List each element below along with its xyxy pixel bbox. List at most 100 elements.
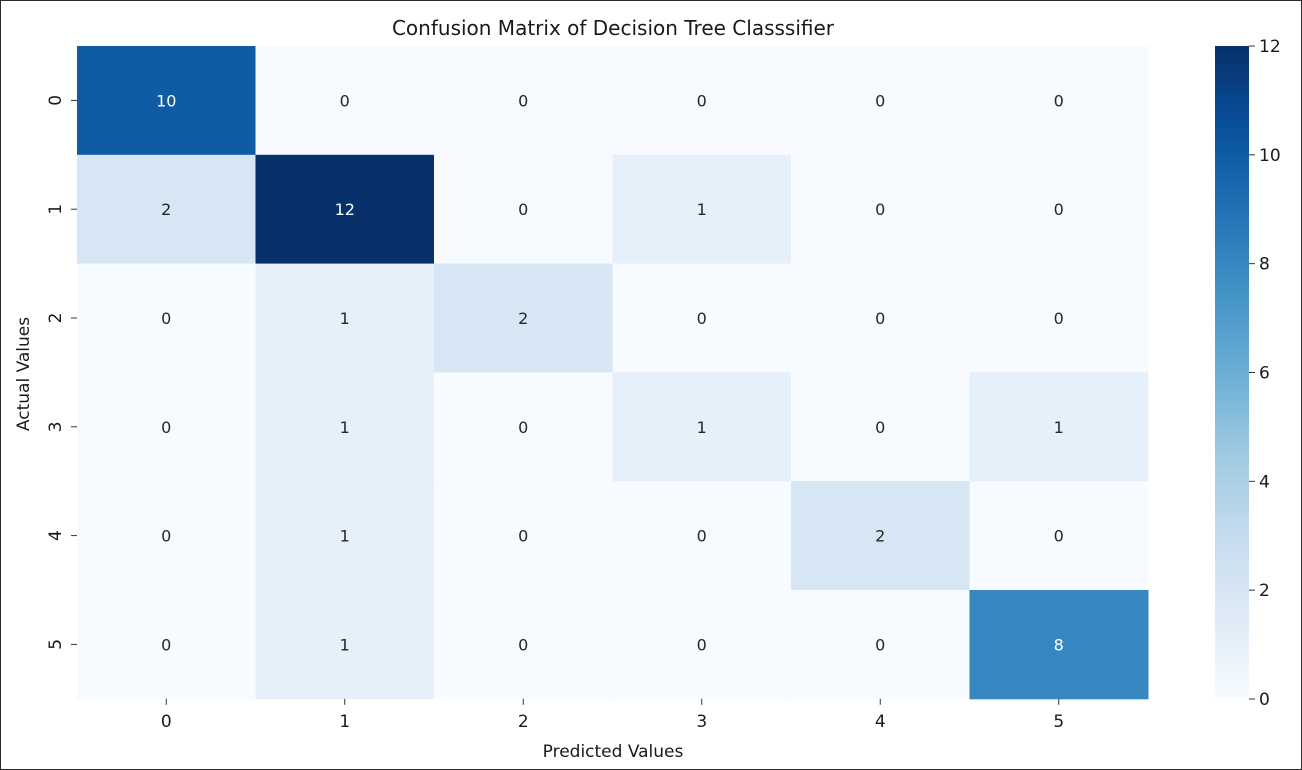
y-tick-label: 1: [46, 204, 66, 215]
heatmap-cell: [791, 46, 970, 156]
colorbar-tick-label: 12: [1259, 37, 1281, 57]
heatmap-cell: [612, 263, 792, 373]
y-axis-label: Actual Values: [14, 317, 34, 431]
cell-value-label: 1: [340, 309, 350, 328]
cell-value-label: 1: [340, 635, 350, 654]
y-tick-label: 4: [46, 530, 66, 541]
colorbar-tick-label: 2: [1259, 581, 1270, 601]
heatmap-cell: [791, 481, 970, 591]
colorbar-gradient: [1215, 46, 1249, 699]
cell-value-label: 0: [875, 418, 885, 437]
cell-value-label: 0: [1054, 527, 1064, 546]
heatmap-cell: [791, 263, 970, 373]
colorbar-tick-label: 10: [1259, 146, 1281, 166]
heatmap-cell: [434, 263, 613, 373]
colorbar-tick-label: 4: [1259, 472, 1270, 492]
x-axis: 0 1 2 3 4 5: [161, 698, 1064, 732]
colorbar-tick-label: 6: [1259, 364, 1270, 384]
heatmap-cell: [255, 154, 435, 265]
heatmap-cell: [612, 46, 792, 156]
cell-value-label: 0: [518, 635, 528, 654]
heatmap-cell: [612, 481, 792, 591]
heatmap-cell: [77, 46, 256, 156]
y-tick-label: 5: [46, 639, 66, 650]
heatmap-cell: [969, 372, 1149, 482]
heatmap-cell: [77, 372, 256, 482]
cell-value-label: 0: [875, 309, 885, 328]
cell-value-label: 1: [340, 527, 350, 546]
heatmap-cell: [969, 46, 1149, 156]
heatmap-cell: [969, 590, 1149, 700]
heatmap-cell: [969, 154, 1149, 265]
heatmap-cell: [255, 590, 435, 700]
heatmap-cell: [612, 590, 792, 700]
cell-value-label: 0: [697, 309, 707, 328]
cell-value-label: 0: [1054, 200, 1064, 219]
heatmap-cell: [255, 481, 435, 591]
heatmap-cell: [255, 372, 435, 482]
colorbar-tick-label: 8: [1259, 255, 1270, 275]
heatmap-cell: [255, 46, 435, 156]
colorbar-tick-label: 0: [1259, 690, 1270, 710]
cell-value-label: 0: [1054, 309, 1064, 328]
cell-value-label: 0: [697, 635, 707, 654]
cell-value-label: 1: [697, 418, 707, 437]
cell-value-label: 0: [697, 527, 707, 546]
cell-value-label: 2: [161, 200, 171, 219]
cell-value-label: 0: [518, 91, 528, 110]
heatmap-cell: [434, 590, 613, 700]
cell-value-label: 0: [875, 200, 885, 219]
cell-value-label: 2: [518, 309, 528, 328]
x-tick-label: 0: [161, 712, 172, 732]
heatmap-cell: [969, 481, 1149, 591]
cell-value-label: 10: [156, 91, 176, 110]
chart-title: Confusion Matrix of Decision Tree Classs…: [392, 16, 835, 40]
cell-value-label: 0: [875, 635, 885, 654]
y-tick-label: 3: [46, 421, 66, 432]
cell-value-label: 1: [1054, 418, 1064, 437]
x-tick-label: 5: [1053, 712, 1064, 732]
heatmap-cells: [77, 46, 1149, 700]
heatmap-cell: [791, 372, 970, 482]
heatmap-cell: [77, 481, 256, 591]
heatmap-cell: [434, 46, 613, 156]
x-axis-label: Predicted Values: [543, 742, 684, 762]
cell-value-label: 0: [518, 200, 528, 219]
cell-value-label: 12: [335, 200, 355, 219]
y-tick-label: 2: [46, 313, 66, 324]
cell-value-label: 0: [161, 309, 171, 328]
heatmap-cell: [434, 372, 613, 482]
cell-value-label: 0: [161, 527, 171, 546]
heatmap-cell: [791, 590, 970, 700]
heatmap-cell: [612, 154, 792, 265]
heatmap-cell: [969, 263, 1149, 373]
heatmap-cell: [77, 590, 256, 700]
x-tick-label: 3: [696, 712, 707, 732]
colorbar: 0 2 4 6 8 10 12: [1215, 37, 1281, 710]
cell-value-label: 2: [875, 527, 885, 546]
x-tick-label: 1: [339, 712, 350, 732]
cell-value-label: 0: [697, 91, 707, 110]
cell-value-label: 0: [875, 91, 885, 110]
cell-value-label: 0: [161, 635, 171, 654]
cell-value-label: 0: [1054, 91, 1064, 110]
x-tick-label: 4: [875, 712, 886, 732]
heatmap-cell: [612, 372, 792, 482]
heatmap-cell: [255, 263, 435, 373]
y-tick-label: 0: [46, 95, 66, 106]
cell-value-label: 1: [340, 418, 350, 437]
cell-value-label: 8: [1054, 635, 1064, 654]
x-tick-label: 2: [518, 712, 529, 732]
heatmap-cell: [434, 154, 613, 265]
heatmap-cell: [791, 154, 970, 265]
cell-value-label: 0: [518, 418, 528, 437]
heatmap-cell: [434, 481, 613, 591]
heatmap-cell: [77, 263, 256, 373]
heatmap-cell-labels: 10 0 0 0 0 02 12 0 1 0 00 1 2 0 0 00 1 0 1 0 10 1 0 0 2 00 1 0 0 0 8: [156, 91, 1064, 654]
cell-value-label: 0: [340, 91, 350, 110]
cell-value-label: 1: [697, 200, 707, 219]
y-axis: 0 1 2 3 4 5: [46, 95, 77, 650]
cell-value-label: 0: [161, 418, 171, 437]
